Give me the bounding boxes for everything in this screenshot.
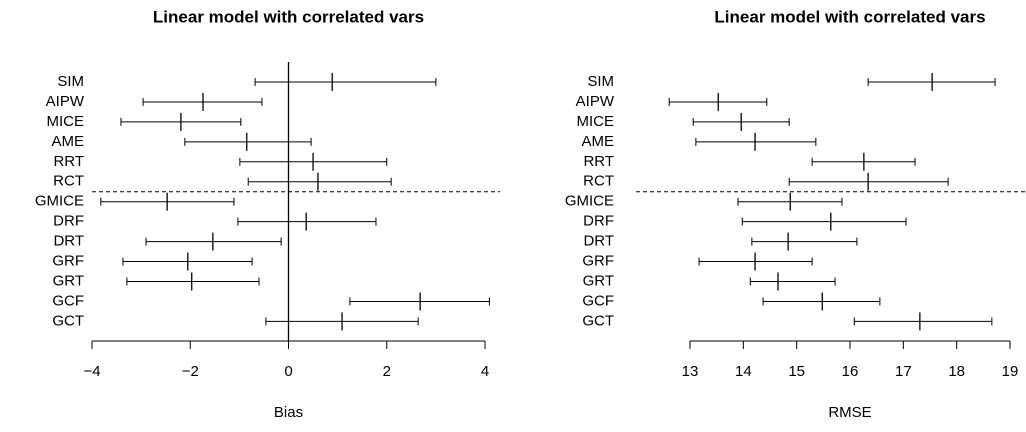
x-tick-label: 14 (735, 363, 752, 380)
x-tick-label: 0 (284, 363, 292, 380)
y-tick-label: AIPW (46, 93, 85, 110)
x-axis-label: RMSE (828, 404, 871, 421)
x-tick-label: −2 (182, 363, 199, 380)
y-tick-label: RRT (53, 153, 84, 170)
x-tick-label: 19 (1002, 363, 1019, 380)
y-tick-label: GCT (52, 312, 84, 329)
y-tick-label: GCT (582, 312, 614, 329)
y-tick-label: GRT (53, 272, 84, 289)
x-tick-label: 15 (788, 363, 805, 380)
chart-title: Linear model with correlated vars (153, 7, 424, 26)
y-tick-label: MICE (47, 113, 85, 130)
x-tick-label: 13 (682, 363, 699, 380)
y-tick-label: RCT (53, 173, 84, 190)
chart-title: Linear model with correlated vars (714, 7, 985, 26)
x-tick-label: 17 (895, 363, 912, 380)
y-tick-label: GCF (52, 292, 84, 309)
y-tick-label: DRT (53, 233, 84, 250)
y-tick-label: RCT (583, 173, 614, 190)
y-tick-label: AME (51, 133, 84, 150)
x-tick-label: 18 (948, 363, 965, 380)
y-tick-label: SIM (57, 73, 84, 90)
y-tick-label: GRF (52, 253, 84, 270)
x-tick-label: 16 (842, 363, 859, 380)
y-tick-label: GRT (583, 272, 614, 289)
y-tick-label: DRF (583, 213, 614, 230)
x-tick-label: 4 (481, 363, 489, 380)
y-tick-label: AME (581, 133, 614, 150)
y-tick-label: SIM (587, 73, 614, 90)
y-tick-label: AIPW (576, 93, 615, 110)
y-tick-label: DRT (583, 233, 614, 250)
y-tick-label: MICE (577, 113, 615, 130)
y-tick-label: GMICE (565, 193, 614, 210)
y-tick-label: GMICE (35, 193, 84, 210)
y-tick-label: DRF (53, 213, 84, 230)
x-axis-label: Bias (274, 404, 303, 421)
y-tick-label: GRF (582, 253, 614, 270)
x-tick-label: 2 (383, 363, 391, 380)
y-tick-label: GCF (582, 292, 614, 309)
x-tick-label: −4 (83, 363, 100, 380)
y-tick-label: RRT (583, 153, 614, 170)
